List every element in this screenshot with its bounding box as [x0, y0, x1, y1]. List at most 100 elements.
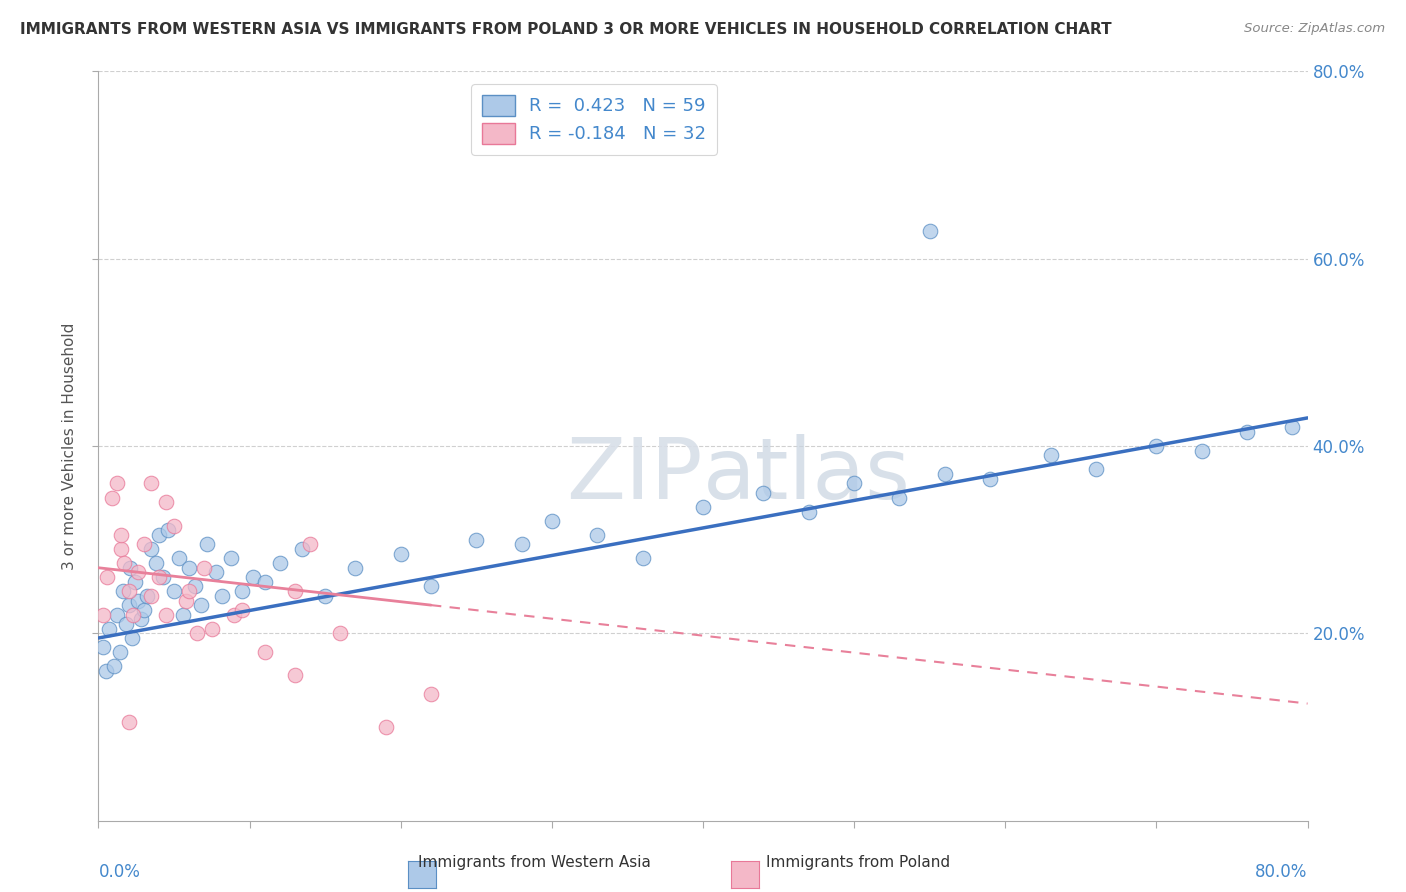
Point: [374, 720, 396, 734]
Point: [179, 561, 201, 575]
Point: [105, 607, 128, 622]
Point: [420, 687, 443, 701]
Point: [540, 514, 562, 528]
Point: [284, 584, 307, 599]
Point: [1146, 439, 1168, 453]
Point: [201, 622, 224, 636]
Point: [211, 589, 233, 603]
Point: [179, 584, 201, 599]
Point: [299, 537, 322, 551]
Y-axis label: 3 or more Vehicles in Household: 3 or more Vehicles in Household: [62, 322, 77, 570]
Point: [129, 612, 152, 626]
Point: [253, 645, 276, 659]
Point: [124, 574, 146, 589]
Point: [934, 467, 956, 482]
Point: [148, 528, 170, 542]
Point: [121, 631, 143, 645]
Point: [205, 566, 228, 580]
Text: Immigrants from Poland: Immigrants from Poland: [766, 855, 949, 870]
Point: [152, 570, 174, 584]
Point: [96, 570, 118, 584]
Point: [195, 537, 218, 551]
Point: [889, 491, 911, 505]
Point: [155, 495, 177, 509]
Point: [163, 518, 186, 533]
Point: [186, 626, 208, 640]
Point: [155, 607, 177, 622]
Point: [103, 659, 125, 673]
Point: [108, 645, 131, 659]
Text: ZIP: ZIP: [567, 434, 703, 517]
Point: [132, 537, 155, 551]
Point: [141, 542, 163, 557]
Point: [797, 505, 820, 519]
Point: [329, 626, 352, 640]
Point: [105, 476, 128, 491]
Point: [118, 715, 141, 730]
Point: [145, 556, 167, 570]
Point: [111, 584, 134, 599]
Text: atlas: atlas: [703, 434, 911, 517]
Point: [122, 607, 145, 622]
Point: [1085, 462, 1108, 476]
Point: [510, 537, 533, 551]
Point: [156, 523, 179, 537]
Point: [120, 561, 142, 575]
Point: [253, 574, 276, 589]
Point: [231, 603, 253, 617]
Point: [91, 607, 114, 622]
Point: [631, 551, 654, 566]
Point: [118, 584, 141, 599]
Point: [112, 556, 135, 570]
Point: [127, 593, 149, 607]
Point: [190, 599, 212, 613]
Point: [344, 561, 367, 575]
Point: [132, 603, 155, 617]
Point: [163, 584, 186, 599]
Point: [224, 607, 246, 622]
Point: [174, 593, 197, 607]
Text: 0.0%: 0.0%: [98, 863, 141, 880]
Point: [420, 580, 443, 594]
Point: [114, 617, 136, 632]
Point: [242, 570, 264, 584]
Point: [918, 223, 941, 237]
Point: [1039, 449, 1062, 463]
Point: [269, 556, 291, 570]
Text: Immigrants from Western Asia: Immigrants from Western Asia: [418, 855, 651, 870]
Point: [1236, 425, 1258, 439]
Point: [141, 589, 163, 603]
Point: [101, 491, 124, 505]
Point: [118, 599, 141, 613]
Point: [231, 584, 253, 599]
Point: [94, 664, 117, 678]
Text: Source: ZipAtlas.com: Source: ZipAtlas.com: [1244, 22, 1385, 36]
Point: [167, 551, 190, 566]
Point: [692, 500, 714, 514]
Point: [110, 542, 132, 557]
Legend: R =  0.423   N = 59, R = -0.184   N = 32: R = 0.423 N = 59, R = -0.184 N = 32: [471, 84, 717, 154]
Point: [148, 570, 170, 584]
Point: [110, 528, 132, 542]
Point: [1281, 420, 1303, 434]
Point: [979, 472, 1001, 486]
Point: [98, 622, 121, 636]
Point: [91, 640, 114, 655]
Point: [127, 566, 149, 580]
Point: [284, 668, 307, 682]
Point: [291, 542, 314, 557]
Point: [465, 533, 488, 547]
Point: [314, 589, 336, 603]
Point: [752, 485, 775, 500]
Point: [389, 547, 412, 561]
Point: [135, 589, 157, 603]
Point: [221, 551, 243, 566]
Point: [1191, 443, 1213, 458]
Point: [141, 476, 163, 491]
Text: 80.0%: 80.0%: [1256, 863, 1308, 880]
Point: [184, 580, 207, 594]
Point: [586, 528, 609, 542]
Point: [193, 561, 215, 575]
Point: [172, 607, 194, 622]
Text: IMMIGRANTS FROM WESTERN ASIA VS IMMIGRANTS FROM POLAND 3 OR MORE VEHICLES IN HOU: IMMIGRANTS FROM WESTERN ASIA VS IMMIGRAN…: [20, 22, 1111, 37]
